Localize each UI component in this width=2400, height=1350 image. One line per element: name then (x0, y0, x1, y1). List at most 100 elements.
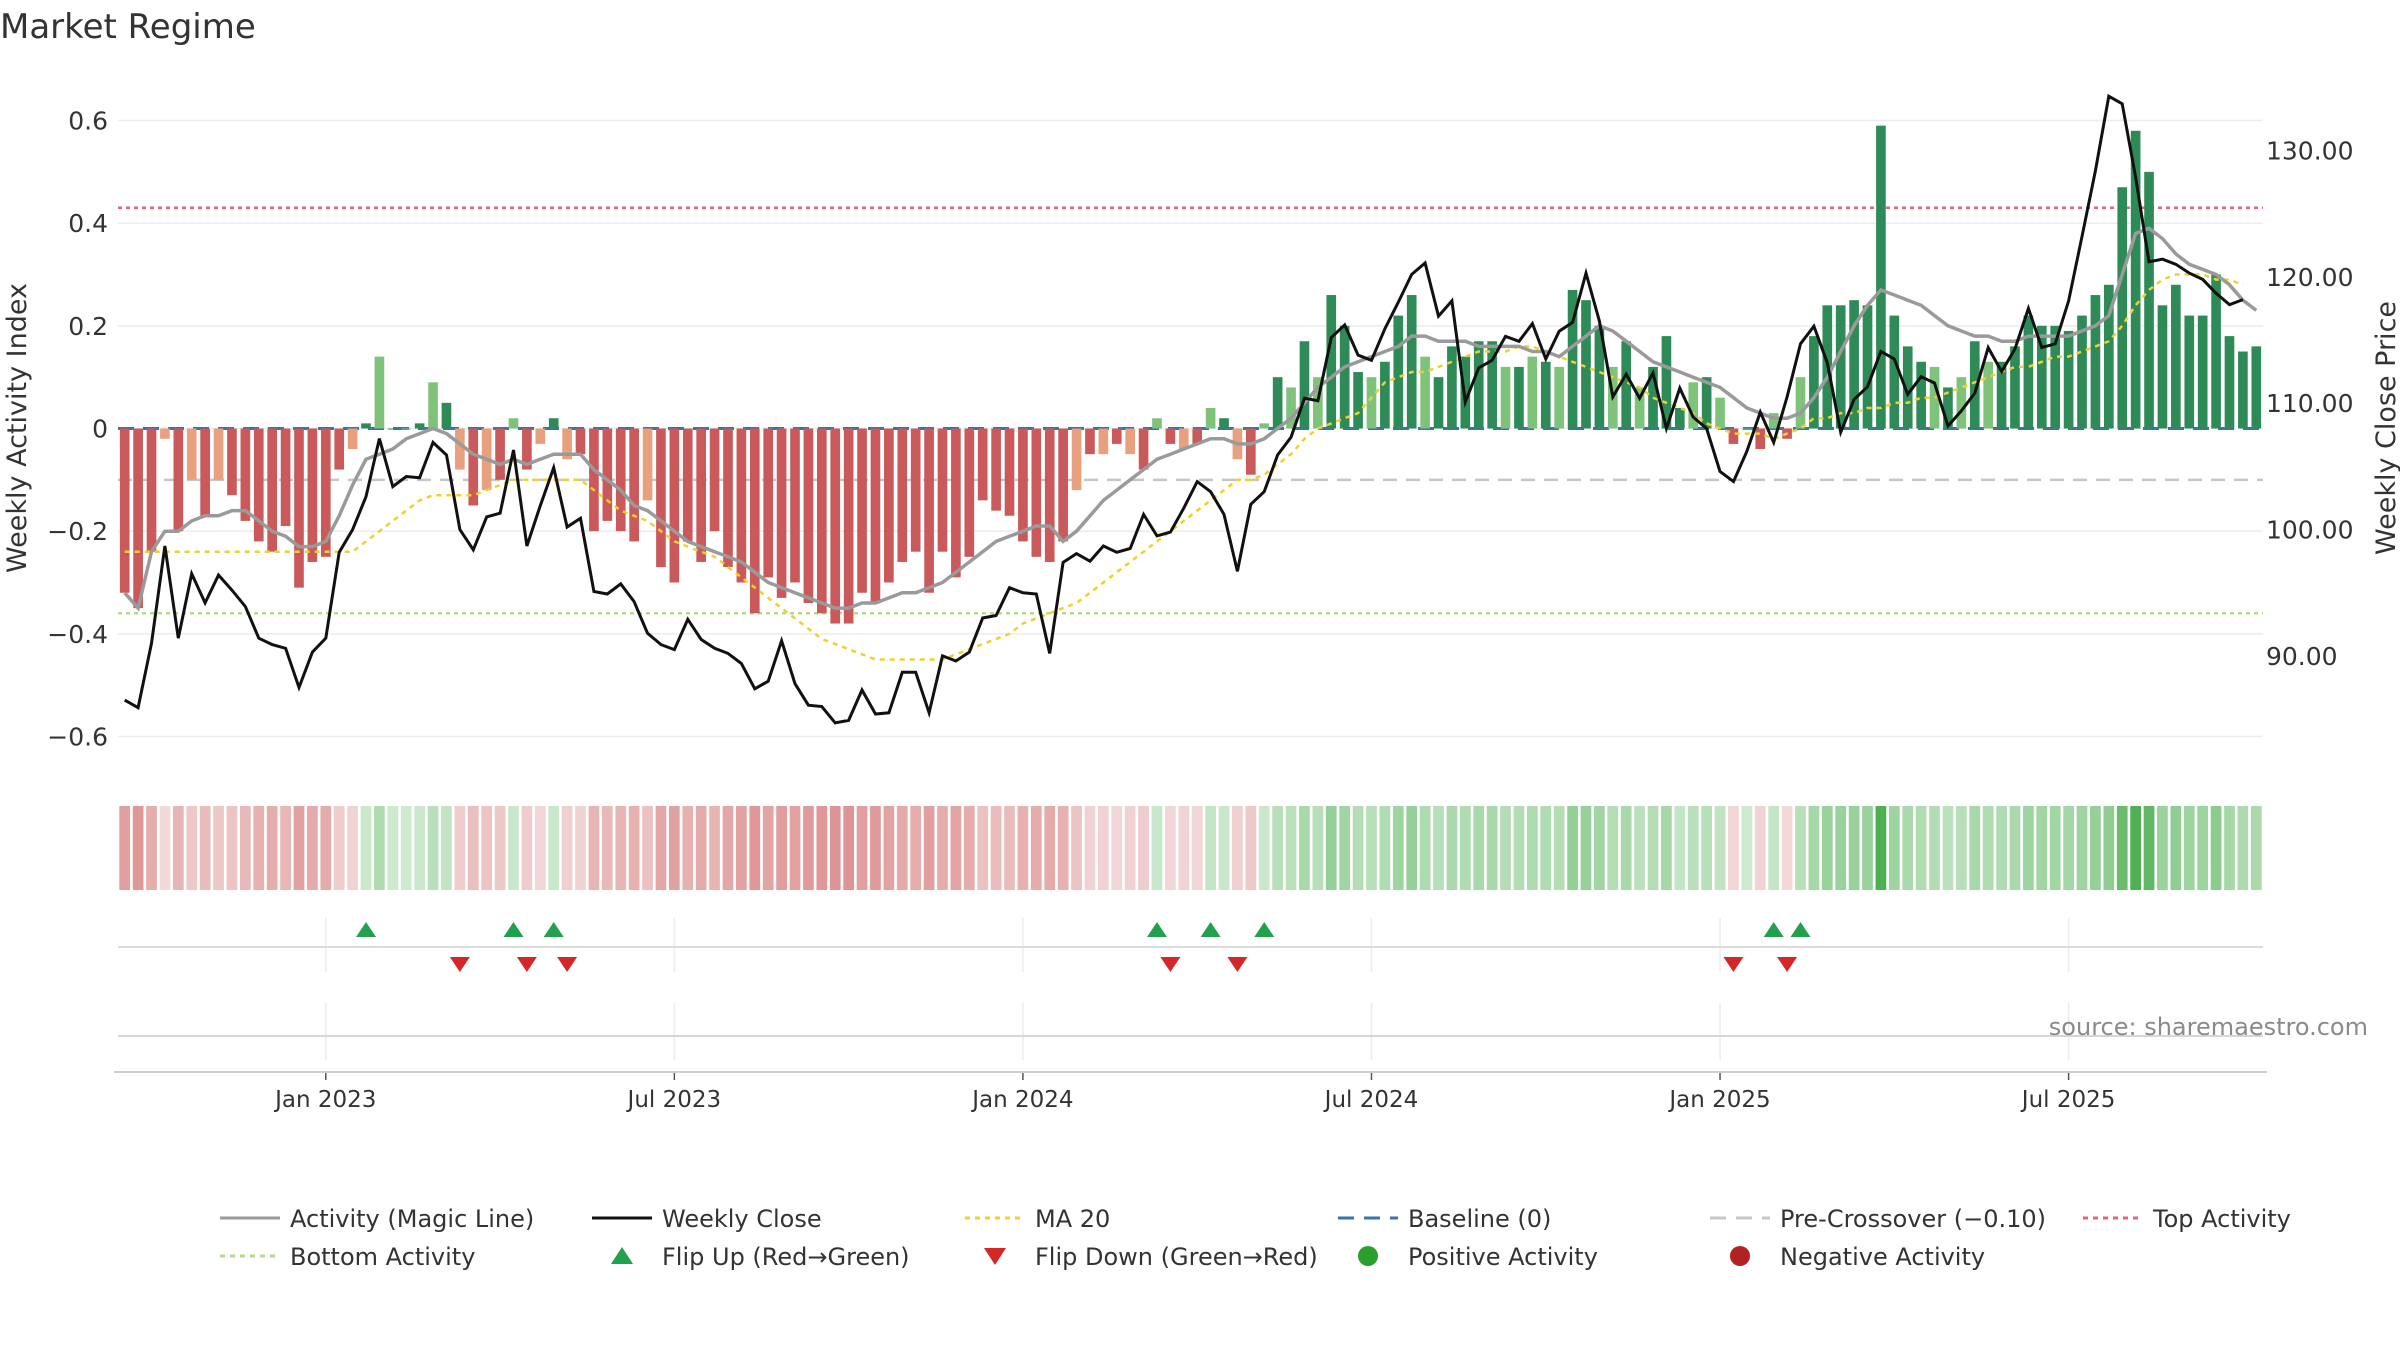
activity-bar (1165, 428, 1176, 444)
flip-up-icon (1200, 922, 1221, 937)
y2-tick-label: 100.00 (2266, 516, 2353, 545)
heat-strip-cell (1084, 806, 1096, 890)
heat-strip-cell (1620, 806, 1632, 890)
legend-flip-down-icon (984, 1248, 1006, 1265)
activity-bar (1969, 341, 1980, 429)
activity-bar (1058, 428, 1068, 542)
heat-strip-cell (843, 806, 855, 890)
heat-strip-cell (776, 806, 787, 890)
activity-bar (441, 402, 452, 429)
activity-bar (1983, 361, 1993, 429)
heat-strip-cell (1017, 806, 1029, 890)
x-axis-ticks: Jan 2023 Jul 2023 Jan 2024 Jul 2024 Jan 2025… (114, 1071, 2267, 1113)
activity-bar (1004, 428, 1015, 516)
flip-down-icon (1777, 957, 1798, 972)
heat-strip-cell (427, 806, 439, 890)
heat-strip-cell (883, 806, 895, 890)
y-tick-label: 0.6 (68, 107, 108, 136)
activity-bar (1768, 413, 1779, 429)
activity-bar (1661, 336, 1672, 429)
activity-bar (361, 423, 371, 429)
heat-strip-cell (508, 806, 519, 890)
heat-strip-cell (2250, 806, 2262, 890)
heat-strip-cell (2224, 806, 2235, 890)
activity-bar (468, 428, 479, 506)
heat-strip-cell (253, 806, 265, 890)
heat-strip-cell (2116, 806, 2128, 890)
activity-bar (1500, 366, 1511, 429)
activity-bar (1473, 341, 1484, 429)
activity-bar (749, 428, 760, 614)
activity-bar (696, 428, 706, 562)
heat-strip-cell (1178, 806, 1190, 890)
activity-bar (1420, 356, 1430, 429)
heat-strip-cell (1526, 806, 1538, 890)
activity-bar (2184, 315, 2195, 429)
heat-strip-cell (561, 806, 573, 890)
activity-bar (1487, 341, 1497, 429)
activity-bar (1956, 377, 1967, 429)
heat-strip-cell (615, 806, 627, 890)
heat-strip-cell (293, 806, 305, 890)
activity-bar (374, 356, 385, 429)
heat-strip-cell (695, 806, 707, 890)
heat-strip-cell (736, 806, 747, 890)
activity-bar (1795, 377, 1806, 429)
heat-strip-cell (1218, 806, 1230, 890)
activity-bar (146, 428, 157, 552)
flip-up-icon (543, 922, 564, 937)
activity-bar (884, 428, 894, 583)
activity-bar (1594, 325, 1605, 429)
activity-bar (1889, 315, 1900, 429)
activity-bar (307, 428, 318, 562)
heat-strip-cell (1795, 806, 1806, 890)
activity-bar (240, 428, 251, 521)
heat-strip-cell (1500, 806, 1511, 890)
activity-bar (723, 428, 733, 568)
legend-negative: Negative Activity (1780, 1243, 1985, 1271)
activity-bar (1031, 428, 1042, 557)
heat-strip-cell (119, 806, 131, 890)
activity-bar (951, 428, 961, 578)
activity-bar (1581, 300, 1591, 429)
heat-strip-cell (1339, 806, 1351, 890)
heat-strip-cell (2237, 806, 2249, 890)
activity-bar (1219, 418, 1229, 429)
heat-strip-cell (1714, 806, 1726, 890)
y2-tick-label: 120.00 (2266, 263, 2353, 292)
heat-strip-cell (360, 806, 372, 890)
activity-bar (119, 428, 130, 593)
activity-bar (1688, 382, 1699, 429)
activity-bar (1433, 377, 1444, 429)
activity-bar (548, 418, 559, 429)
activity-bar (2023, 315, 2034, 429)
activity-bar (1447, 346, 1457, 429)
activity-bar (763, 428, 774, 578)
flip-down-icon (449, 957, 470, 972)
heat-strip-cell (1540, 806, 1552, 890)
heat-strip-cell (2103, 806, 2115, 890)
activity-bar (280, 428, 291, 527)
activity-bar (1406, 295, 1417, 429)
heat-strip-cell (896, 806, 908, 890)
activity-bar (830, 428, 841, 624)
activity-bar (186, 428, 197, 480)
heat-strip-cell (1942, 806, 1954, 890)
activity-bar (2157, 305, 2168, 429)
activity-bar (629, 428, 639, 542)
y-tick-label: −0.6 (47, 722, 108, 751)
activity-bar (776, 428, 787, 598)
heat-strip-cell (467, 806, 479, 890)
activity-bar (870, 428, 881, 604)
activity-bar (508, 418, 519, 429)
flip-down-icon (1227, 957, 1248, 972)
activity-bar (1313, 377, 1323, 429)
heat-strip-cell (1258, 806, 1270, 890)
series-lines (123, 93, 2258, 725)
heat-strip-cell (280, 806, 291, 890)
activity-bar (428, 382, 438, 429)
activity-bar (991, 428, 1001, 511)
legend-close: Weekly Close (662, 1205, 822, 1233)
activity-bar (2211, 274, 2221, 429)
activity-bar (1339, 325, 1350, 429)
